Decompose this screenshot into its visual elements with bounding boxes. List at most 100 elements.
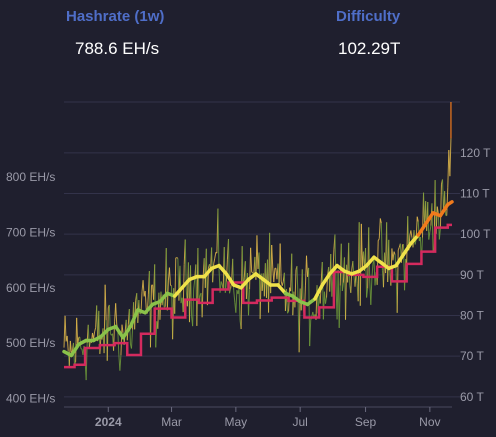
- hashrate-daily-segment: [174, 257, 177, 314]
- y-left-tick-label: 600 EH/s: [6, 281, 55, 295]
- hashrate-daily-segment: [378, 218, 381, 239]
- hashrate-average-segment: [394, 252, 406, 268]
- hashrate-daily-segment: [334, 234, 337, 285]
- hashrate-daily-segment: [431, 203, 434, 252]
- y-left-tick-label: 700 EH/s: [6, 225, 55, 239]
- hashrate-average-segment: [113, 324, 125, 340]
- hashrate-daily-segment: [377, 238, 380, 241]
- hashrate-average-series: [62, 200, 454, 358]
- hashrate-daily-segment: [437, 212, 440, 240]
- hashrate-daily-segment: [359, 223, 362, 306]
- difficulty-series: [64, 223, 452, 369]
- hashrate-average-segment: [143, 302, 155, 315]
- y-right-tick-label: 80 T: [460, 309, 484, 323]
- y-right-tick-label: 110 T: [460, 187, 490, 201]
- hashrate-average-segment: [128, 308, 140, 329]
- hashrate-daily-segment: [149, 285, 153, 348]
- hashrate-daily-segment: [365, 248, 368, 298]
- hashrate-value: 788.6 EH/s: [75, 39, 160, 58]
- hashrate-average-segment: [423, 211, 435, 226]
- hashrate-daily-segment: [168, 267, 171, 286]
- hashrate-daily-segment: [93, 331, 96, 340]
- hashrate-daily-segment: [225, 259, 228, 282]
- hashrate-daily-segment: [348, 242, 351, 286]
- hashrate-daily-segment: [308, 267, 311, 347]
- hashrate-daily-segment: [256, 235, 259, 269]
- hashrate-average-segment: [276, 283, 288, 296]
- hashrate-daily-segment: [233, 290, 236, 303]
- hashrate-daily-segment: [103, 284, 106, 354]
- hashrate-daily-segment: [217, 208, 220, 269]
- hashrate-daily-segment: [166, 280, 169, 311]
- y-right-tick-label: 70 T: [460, 349, 484, 363]
- hashrate-daily-segment: [330, 254, 333, 297]
- difficulty-value: 102.29T: [338, 39, 401, 58]
- x-tick-label: 2024: [95, 415, 122, 429]
- y-left-tick-label: 800 EH/s: [6, 170, 55, 184]
- hashrate-daily-segment: [165, 248, 168, 311]
- hashrate-average-segment: [121, 324, 133, 340]
- hashrate-daily-segment: [322, 291, 325, 320]
- hashrate-daily-segment: [155, 321, 158, 348]
- hashrate-daily-segment: [309, 320, 312, 347]
- hashrate-daily-segment: [201, 276, 204, 318]
- hashrate-daily-segment: [106, 307, 109, 361]
- hashrate-daily-segment: [410, 230, 413, 238]
- x-tick-label: May: [225, 415, 248, 429]
- hashrate-daily-segment: [130, 329, 134, 349]
- y-right-tick-label: 100 T: [460, 227, 491, 241]
- hashrate-daily-segment: [373, 259, 376, 286]
- hashrate-daily-segment: [144, 291, 147, 310]
- hashrate-average-segment: [327, 263, 339, 276]
- hashrate-daily-segment: [271, 245, 274, 269]
- hashrate-daily-segment: [229, 288, 232, 294]
- hashrate-daily-segment: [370, 278, 373, 305]
- hashrate-daily-segment: [298, 288, 301, 353]
- difficulty-step-line: [64, 223, 452, 369]
- hashrate-daily-segment: [115, 303, 118, 325]
- hashrate-daily-segment: [224, 281, 227, 293]
- hashrate-average-segment: [438, 202, 450, 218]
- hashrate-daily-segment: [281, 281, 284, 286]
- axis-labels: 400 EH/s 500 EH/s 600 EH/s 700 EH/s 800 EH/s…: [6, 146, 491, 429]
- hashrate-daily-segment: [338, 285, 341, 328]
- hashrate-daily-segment: [179, 265, 182, 304]
- hashrate-daily-segment: [428, 231, 431, 240]
- hashrate-daily-segment: [139, 312, 142, 315]
- hashrate-daily-segment: [438, 228, 441, 240]
- hashrate-daily-segment: [366, 288, 369, 298]
- grid-lines: [64, 101, 460, 398]
- hashrate-daily-segment: [379, 218, 382, 224]
- hashrate-daily-segment: [219, 281, 222, 293]
- hashrate-daily-segment: [213, 258, 216, 264]
- hashrate-daily-segment: [449, 138, 452, 177]
- hashrate-daily-segment: [434, 180, 437, 234]
- hashrate-daily-segment: [69, 340, 72, 353]
- y-right-tick-label: 90 T: [460, 268, 484, 282]
- hashrate-average-segment: [446, 200, 454, 207]
- y-right-tick-label: 60 T: [460, 390, 484, 404]
- y-right-tick-label: 120 T: [460, 146, 491, 160]
- hashrate-daily-segment: [193, 279, 196, 290]
- hashrate-daily-segment: [291, 253, 294, 316]
- hashrate-daily-segment: [76, 317, 79, 345]
- hashrate-average-segment: [217, 263, 229, 276]
- hashrate-daily-segment: [306, 255, 309, 277]
- hashrate-daily-segment: [287, 311, 290, 314]
- hashrate-daily-segment: [66, 335, 69, 351]
- hashrate-daily-segment: [444, 191, 447, 216]
- hashrate-daily-segment: [163, 306, 166, 308]
- hashrate-daily-segment: [142, 280, 145, 297]
- hashrate-daily-segment: [250, 247, 253, 272]
- hashrate-average-segment: [202, 266, 214, 279]
- hashrate-daily-segment: [323, 291, 326, 304]
- hashrate-average-segment: [364, 255, 376, 268]
- hashrate-daily-segment: [159, 291, 162, 320]
- hashrate-average-segment: [313, 283, 325, 301]
- y-left-tick-label: 500 EH/s: [6, 336, 55, 350]
- hashrate-average-segment: [224, 272, 236, 287]
- hashrate-average-segment: [239, 277, 251, 290]
- hashrate-daily-segment: [376, 240, 379, 285]
- hashrate-daily-segment: [345, 264, 348, 320]
